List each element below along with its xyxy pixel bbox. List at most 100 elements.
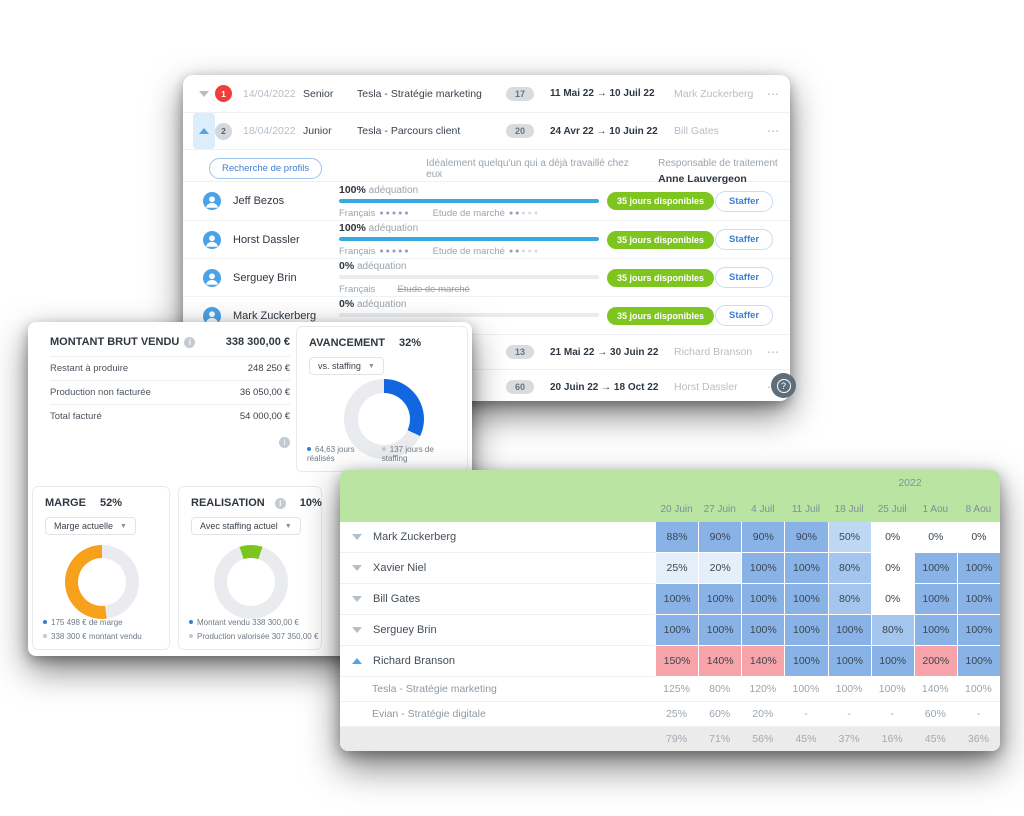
chevron-down-icon[interactable] xyxy=(352,565,362,571)
heatmap-cell[interactable]: 140% xyxy=(698,646,742,677)
heatmap-cell[interactable]: 100% xyxy=(956,584,1000,615)
adequacy-block: 100% adéquation Français ●●●●● Etude de m… xyxy=(339,222,607,257)
chevron-up-icon[interactable] xyxy=(193,113,215,149)
margin-card: MARGE 52% Marge actuelle ▼ 175 498 € de ma… xyxy=(32,486,170,650)
heatmap-row-label: Evian - Stratégie digitale xyxy=(340,702,655,727)
heatmap-cell[interactable]: 100% xyxy=(741,584,785,615)
chevron-down-icon[interactable] xyxy=(352,534,362,540)
chevron-down-icon[interactable] xyxy=(352,627,362,633)
heatmap-cell[interactable]: 200% xyxy=(913,646,957,677)
staffing-scenario-dropdown[interactable]: Avec staffing actuel ▼ xyxy=(191,517,301,535)
heatmap-cell[interactable]: 100% xyxy=(956,553,1000,584)
heatmap-cell[interactable]: 100% xyxy=(741,553,785,584)
heatmap-cell[interactable]: 50% xyxy=(827,522,871,553)
heatmap-cell: 60% xyxy=(698,702,742,727)
info-icon[interactable]: i xyxy=(274,497,286,509)
staffer-button[interactable]: Staffer xyxy=(715,267,774,288)
heatmap-column-label: 8 Aou xyxy=(965,503,992,515)
heatmap-cell[interactable]: 100% xyxy=(956,646,1000,677)
candidate-row: Serguey Brin 0% adéquation Français Etud… xyxy=(183,258,790,296)
heatmap-cell[interactable]: 100% xyxy=(784,584,828,615)
heatmap-header: 2022 20 Juin 27 Juin 4 Juil 11 Juil 18 Juil 2… xyxy=(340,470,1000,522)
chevron-down-icon[interactable] xyxy=(352,596,362,602)
heatmap-cell[interactable]: 0% xyxy=(870,522,914,553)
heatmap-cell[interactable]: 100% xyxy=(956,615,1000,646)
skill-dots: ●● xyxy=(508,248,522,255)
responsible-name: Anne Lauvergeon xyxy=(658,173,747,185)
heatmap-cell[interactable]: 88% xyxy=(655,522,699,553)
heatmap-cell[interactable]: 100% xyxy=(870,646,914,677)
heatmap-cell[interactable]: 100% xyxy=(741,615,785,646)
gross-amount-title: MONTANT BRUT VENDU xyxy=(50,336,180,348)
request-row-1: 1 14/04/2022 Senior Tesla - Stratégie ma… xyxy=(183,75,790,112)
heatmap-row-label[interactable]: Bill Gates xyxy=(340,584,655,615)
heatmap-cell: 16% xyxy=(881,733,903,745)
heatmap-cell[interactable]: 100% xyxy=(698,615,742,646)
heatmap-cell[interactable]: 0% xyxy=(870,584,914,615)
heatmap-cell: 80% xyxy=(698,677,742,702)
skill-label: Français xyxy=(339,207,376,219)
heatmap-cell[interactable]: 0% xyxy=(870,553,914,584)
heatmap-cell[interactable]: 100% xyxy=(784,646,828,677)
amount-row: Production non facturée 36 050,00 € xyxy=(50,380,290,404)
more-menu-icon[interactable]: ⋯ xyxy=(767,124,780,138)
heatmap-cell[interactable]: 25% xyxy=(655,553,699,584)
margin-dropdown[interactable]: Marge actuelle ▼ xyxy=(45,517,136,535)
more-menu-icon[interactable]: ⋯ xyxy=(767,86,780,101)
adequacy-percent: 0% xyxy=(339,260,355,272)
heatmap-cell[interactable]: 80% xyxy=(827,553,871,584)
heatmap-cell[interactable]: 140% xyxy=(741,646,785,677)
heatmap-row-label[interactable]: Xavier Niel xyxy=(340,553,655,584)
staffer-button[interactable]: Staffer xyxy=(715,305,774,326)
heatmap-cell[interactable]: 100% xyxy=(784,553,828,584)
heatmap-cell: 60% xyxy=(913,702,957,727)
heatmap-row-label[interactable]: Richard Branson xyxy=(340,646,655,677)
heatmap-row-label[interactable]: Serguey Brin xyxy=(340,615,655,646)
chevron-down-icon[interactable] xyxy=(193,75,215,112)
heatmap-cell[interactable]: 100% xyxy=(827,646,871,677)
heatmap-cell[interactable]: 100% xyxy=(827,615,871,646)
heatmap-cell[interactable]: 0% xyxy=(913,522,957,553)
staffer-button[interactable]: Staffer xyxy=(715,229,774,250)
amount-row-label: Restant à produire xyxy=(50,363,129,374)
heatmap-cell[interactable]: 100% xyxy=(913,553,957,584)
heatmap-cell[interactable]: 100% xyxy=(698,584,742,615)
heatmap-row-label[interactable]: Mark Zuckerberg xyxy=(340,522,655,553)
skill-label: Français xyxy=(339,246,376,257)
heatmap-cell[interactable]: 80% xyxy=(827,584,871,615)
heatmap-cell[interactable]: 90% xyxy=(784,522,828,553)
days-count-pill: 13 xyxy=(506,345,535,359)
search-profiles-button[interactable]: Recherche de profils xyxy=(209,158,323,179)
heatmap-cell[interactable]: 100% xyxy=(913,615,957,646)
heatmap-row: Richard Branson 150% 140% 140% 100% 100% 100% 2… xyxy=(340,646,1000,677)
adequacy-label: adéquation xyxy=(368,184,419,196)
help-button[interactable]: ? xyxy=(771,373,796,398)
info-icon[interactable]: i xyxy=(184,336,196,348)
heatmap-cell: - xyxy=(827,702,871,727)
date-range: 24 Avr 22 → 10 Juin 22 xyxy=(550,125,658,137)
heatmap-cell[interactable]: 90% xyxy=(741,522,785,553)
realisation-card: REALISATION i 10% Avec staffing actuel ▼ Mo… xyxy=(178,486,322,650)
row-name: Serguey Brin xyxy=(373,624,437,636)
heatmap-cell[interactable]: 100% xyxy=(655,584,699,615)
comparison-dropdown[interactable]: vs. staffing ▼ xyxy=(309,357,384,375)
heatmap-cell[interactable]: 100% xyxy=(655,615,699,646)
heatmap-cell[interactable]: 90% xyxy=(698,522,742,553)
chevron-down-icon: ▼ xyxy=(120,522,127,530)
chevron-up-icon[interactable] xyxy=(352,658,362,664)
heatmap-row: Xavier Niel 25% 20% 100% 100% 80% 0% 100% 100% xyxy=(340,553,1000,584)
card-title: MARGE xyxy=(45,497,86,509)
heatmap-columns: 20 Juin 27 Juin 4 Juil 11 Juil 18 Juil 25 Jui… xyxy=(340,496,1000,522)
adequacy-label: adéquation xyxy=(368,223,419,234)
heatmap-cell[interactable]: 0% xyxy=(956,522,1000,553)
heatmap-cell[interactable]: 100% xyxy=(913,584,957,615)
heatmap-cell: 100% xyxy=(827,677,871,702)
heatmap-cell[interactable]: 100% xyxy=(784,615,828,646)
info-icon[interactable]: i xyxy=(279,437,290,448)
heatmap-cell[interactable]: 150% xyxy=(655,646,699,677)
staffer-button[interactable]: Staffer xyxy=(715,190,774,212)
heatmap-cell[interactable]: 80% xyxy=(870,615,914,646)
heatmap-cell[interactable]: 20% xyxy=(698,553,742,584)
skill-dots: ●●●●● xyxy=(379,209,411,217)
more-menu-icon[interactable]: ⋯ xyxy=(767,345,780,359)
